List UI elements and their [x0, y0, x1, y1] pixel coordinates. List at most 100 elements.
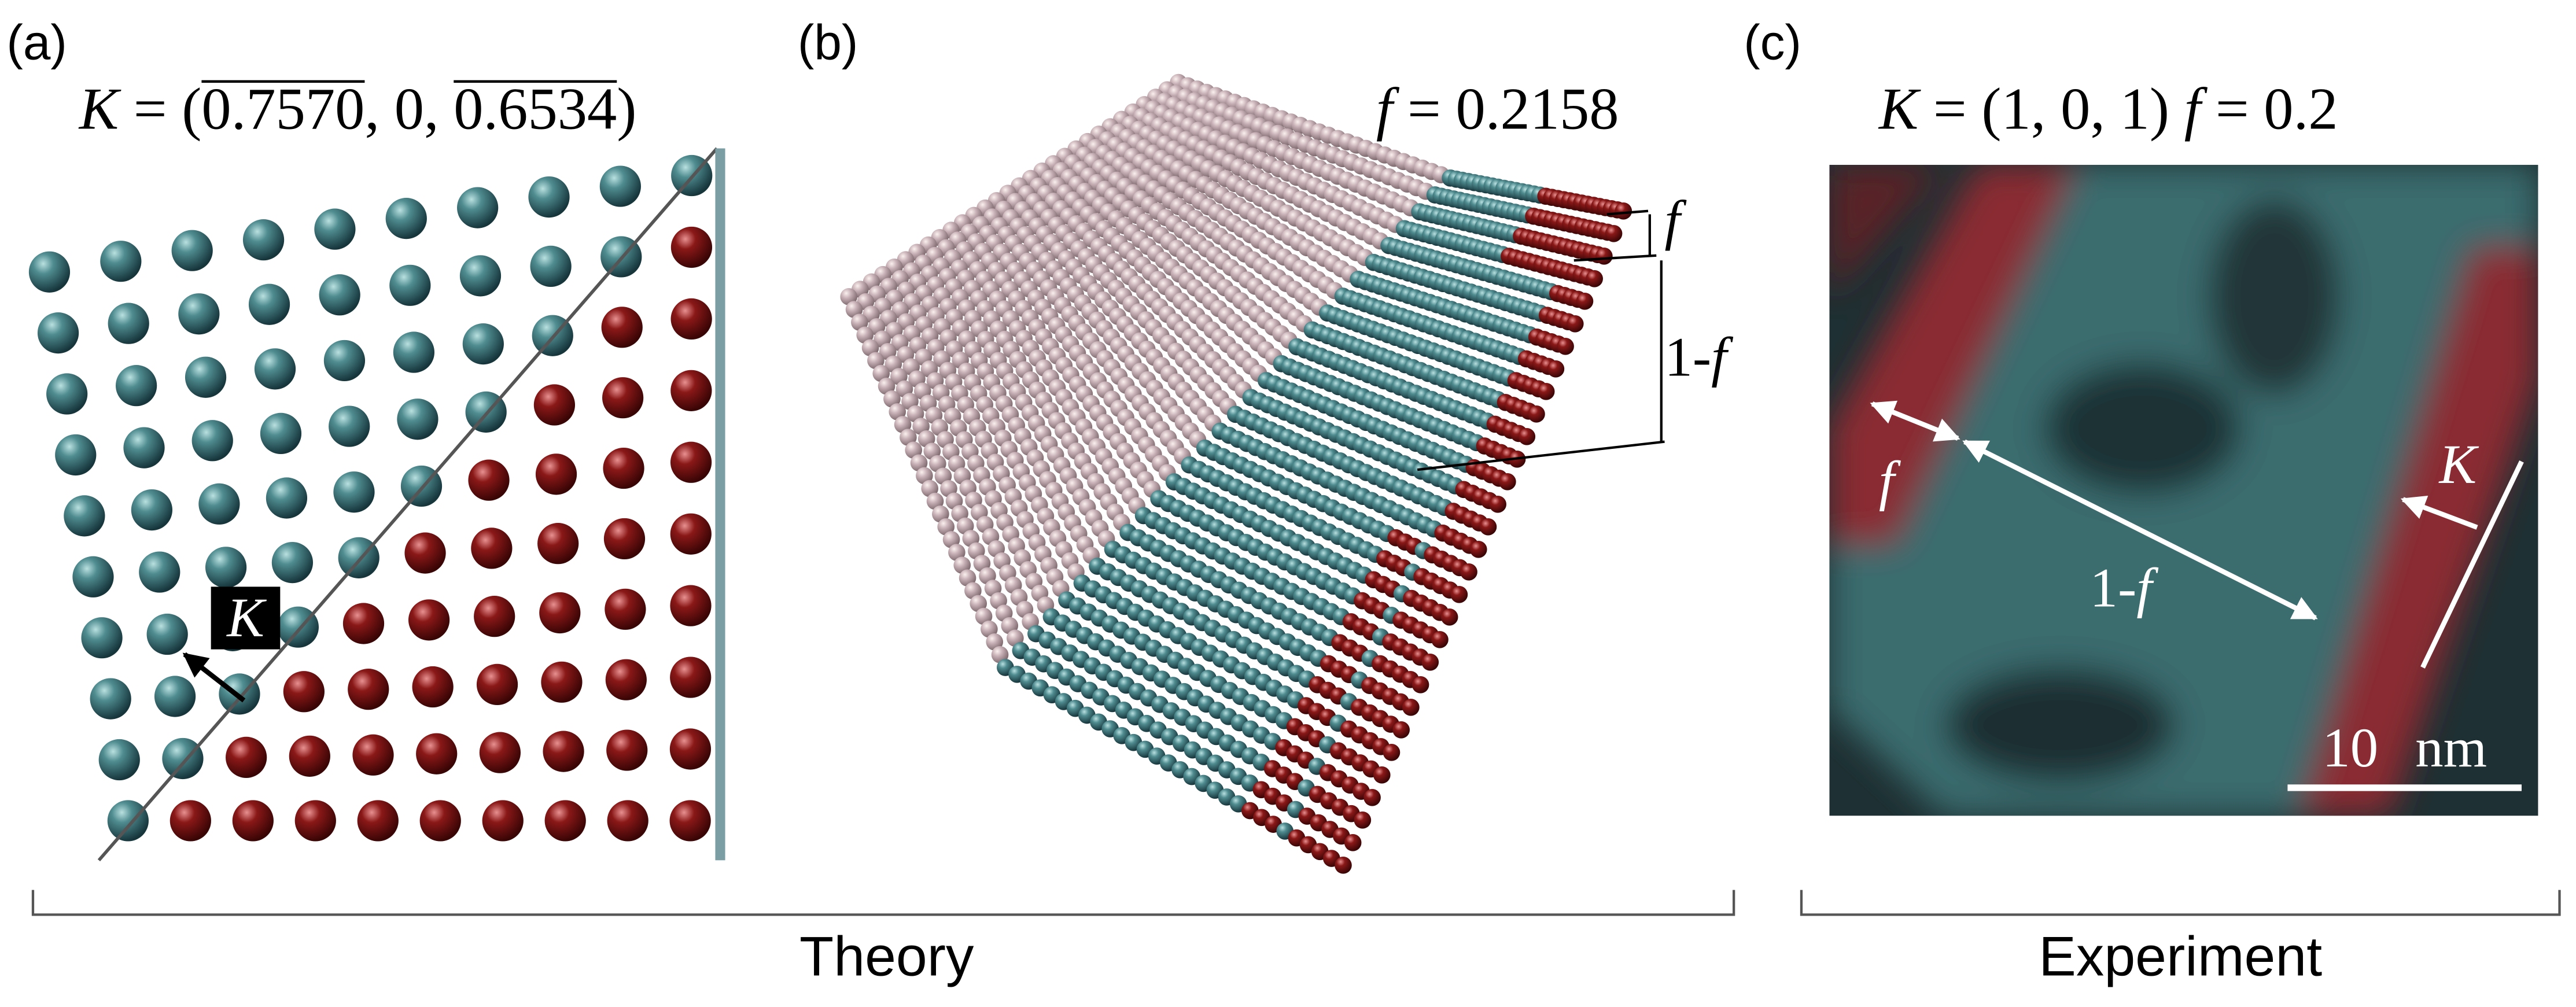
atom [357, 800, 399, 842]
atom [393, 331, 434, 373]
atom [1576, 292, 1594, 310]
atom [348, 669, 389, 710]
atom [948, 544, 965, 561]
atom [1402, 699, 1420, 716]
atom [169, 800, 211, 842]
atom [605, 659, 647, 700]
atom [283, 671, 325, 713]
atom [323, 340, 366, 382]
formula-a: K = (0.7570, 0, 0.6534) [78, 76, 637, 142]
atom [894, 416, 912, 433]
formula-part: = ( [119, 76, 201, 142]
atom [1547, 360, 1565, 378]
atom [670, 513, 712, 555]
atom [669, 728, 712, 770]
atom [1518, 428, 1536, 445]
atom [937, 518, 955, 536]
formula-part: = 0.2 [2201, 76, 2338, 142]
atom [599, 165, 641, 207]
atom [607, 800, 648, 842]
group-bracket [31, 890, 1735, 916]
atom [905, 441, 923, 459]
atom [100, 241, 142, 282]
atom [605, 588, 646, 630]
atom [242, 219, 285, 261]
atom [294, 800, 336, 842]
width-label-text: f [1664, 189, 1687, 251]
atom [266, 477, 308, 519]
atom [1605, 224, 1623, 242]
atom [670, 298, 712, 340]
atom [1383, 744, 1401, 761]
atom [861, 339, 879, 357]
atom [981, 620, 998, 638]
atom [178, 293, 220, 335]
atom [900, 429, 917, 446]
atom [533, 384, 576, 426]
atom [55, 434, 97, 476]
atom [544, 800, 586, 842]
atom [123, 427, 165, 469]
vector-label: K [2438, 433, 2479, 495]
atom [670, 226, 713, 268]
scale-bar-text: 10 nm [2322, 717, 2487, 779]
atom [916, 467, 933, 485]
atom [530, 245, 572, 287]
atom [601, 307, 643, 348]
atom [474, 596, 515, 637]
atom [840, 288, 858, 305]
atom [232, 800, 274, 842]
atom [670, 656, 712, 698]
atom [867, 352, 885, 370]
atom [385, 198, 427, 239]
atom [1431, 631, 1449, 648]
atom [535, 453, 577, 495]
atom [541, 661, 583, 703]
width-label: f [1664, 189, 1687, 251]
atom [457, 187, 499, 228]
atom [1595, 247, 1613, 265]
atom [942, 531, 960, 548]
edge-bar [715, 148, 725, 861]
annotation-arrows [1870, 400, 2524, 791]
label-box [211, 587, 281, 650]
atom [37, 312, 79, 354]
atom [1537, 383, 1555, 400]
formula-z: 0.6534 [454, 76, 617, 142]
atom [953, 556, 971, 574]
atom [1335, 857, 1352, 874]
atom [419, 800, 461, 842]
atom [329, 405, 370, 447]
atom [462, 323, 504, 365]
atom [856, 326, 874, 344]
atom [108, 303, 149, 344]
atom [1440, 608, 1458, 626]
atom [319, 274, 360, 316]
atom [342, 603, 385, 644]
atom [603, 447, 644, 489]
panel-label-text: (c) [1744, 16, 1801, 71]
atom [1469, 541, 1487, 558]
atom [1373, 766, 1391, 784]
panel-label-text: (a) [6, 16, 67, 71]
panel-label-text: (b) [798, 16, 858, 71]
atom [171, 230, 213, 271]
formula-b: f = 0.2158 [1376, 76, 1619, 142]
group-label: Experiment [2039, 925, 2322, 988]
atom [191, 420, 233, 462]
atom [64, 495, 105, 537]
atom [72, 556, 114, 597]
depth-symbol: f [1711, 326, 1734, 388]
atom [185, 356, 227, 398]
atom [471, 528, 513, 569]
atom [162, 737, 204, 780]
atom [1615, 202, 1632, 220]
formula-symbol: K [78, 76, 121, 142]
atom [139, 551, 180, 593]
depth-prefix: 1- [1664, 326, 1711, 388]
formula-part: , 0, [364, 76, 454, 142]
group-label-text: Theory [799, 925, 974, 988]
atom [602, 377, 644, 419]
